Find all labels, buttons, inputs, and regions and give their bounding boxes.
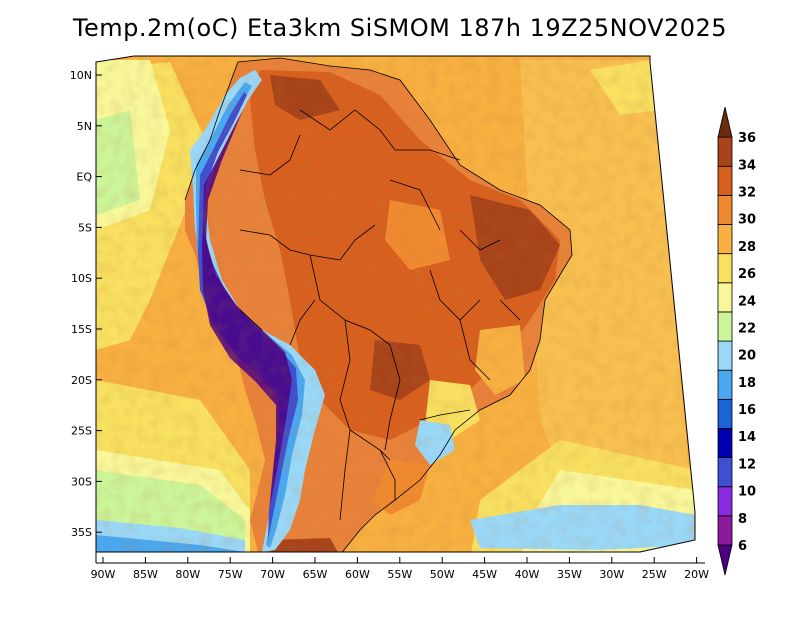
x-tick-label: 75W [218, 568, 243, 581]
colorbar-min-arrow [717, 544, 733, 576]
colorbar-segment [717, 194, 733, 225]
colorbar-max-arrow [717, 107, 733, 138]
colorbar-segment [717, 369, 733, 400]
colorbar-label: 28 [738, 240, 756, 255]
x-tick-label: 55W [387, 568, 412, 581]
x-tick-label: 45W [472, 568, 497, 581]
colorbar-segment [717, 398, 733, 429]
y-tick-label: 25S [71, 425, 92, 438]
colorbar-label: 22 [738, 321, 756, 336]
colorbar-segment [717, 253, 733, 284]
x-tick-label: 50W [430, 568, 455, 581]
colorbar-label: 26 [738, 267, 756, 282]
colorbar-segment [717, 224, 733, 255]
colorbar-label: 12 [738, 457, 756, 472]
x-tick-label: 70W [260, 568, 285, 581]
x-tick-label: 60W [345, 568, 370, 581]
colorbar-label: 18 [738, 376, 756, 391]
texture [96, 56, 695, 552]
map-title: Temp.2m(oC) Eta3km SiSMOM 187h 19Z25NOV2… [72, 14, 728, 42]
colorbar-label: 24 [738, 294, 756, 309]
colorbar-label: 10 [738, 485, 756, 500]
colorbar-segment [717, 340, 733, 371]
x-tick-label: 30W [599, 568, 624, 581]
colorbar-label: 14 [738, 430, 756, 445]
colorbar: 6 8 10 12 14 16 18 20 22 24 26 28 30 32 34 36 [717, 107, 756, 576]
map-field [96, 56, 695, 552]
colorbar-segment [717, 165, 733, 196]
colorbar-segment [717, 282, 733, 313]
colorbar-label: 30 [738, 213, 756, 228]
y-tick-label: 15S [71, 323, 92, 336]
country-borders [184, 57, 573, 552]
colorbar-segment [717, 136, 733, 167]
colorbar-segment [717, 486, 733, 517]
colorbar-label: 32 [738, 186, 756, 201]
colorbar-label: 16 [738, 403, 756, 418]
colorbar-label: 20 [738, 349, 756, 364]
colorbar-label: 8 [738, 512, 747, 527]
colorbar-label: 6 [738, 539, 747, 554]
y-tick-label: 35S [71, 526, 92, 539]
y-tick-label: 20S [71, 374, 92, 387]
y-tick-label: 5S [78, 221, 92, 234]
x-tick-label: 35W [557, 568, 582, 581]
x-tick-label: 20W [684, 568, 709, 581]
colorbar-label: 36 [738, 131, 756, 146]
colorbar-segment [717, 515, 733, 546]
x-tick-label: 25W [642, 568, 667, 581]
colorbar-label: 34 [738, 158, 756, 173]
x-tick-label: 65W [303, 568, 328, 581]
y-axis: 10N 5N EQ 5S 10S 15S 20S 25S 30S 35S [70, 69, 102, 539]
y-tick-label: EQ [76, 171, 92, 184]
colorbar-segment [717, 311, 733, 342]
y-tick-label: 10S [71, 272, 92, 285]
x-tick-label: 90W [91, 568, 116, 581]
colorbar-segment [717, 428, 733, 459]
y-tick-label: 10N [70, 69, 92, 82]
x-tick-label: 85W [133, 568, 158, 581]
y-tick-label: 5N [77, 120, 92, 133]
colorbar-segment [717, 457, 733, 488]
x-tick-label: 40W [515, 568, 540, 581]
x-axis: 90W 85W 80W 75W 70W 65W 60W 55W 50W 45W 40W 35W 30W 2… [91, 557, 709, 581]
x-tick-label: 80W [175, 568, 200, 581]
y-tick-label: 30S [71, 475, 92, 488]
